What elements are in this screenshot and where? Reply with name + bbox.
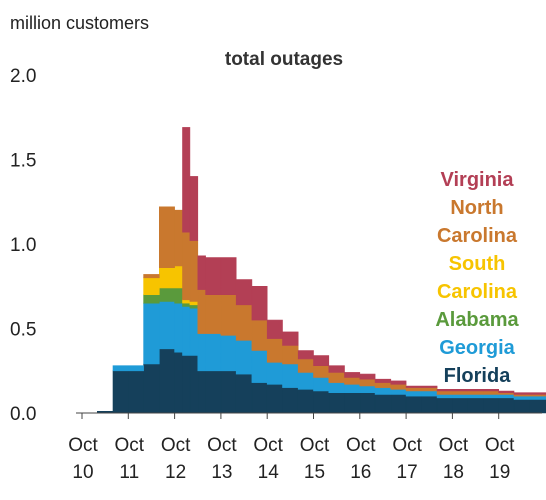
legend: Virginia North Carolina South Carolina Alabam… — [435, 169, 519, 387]
x-tick-label: Oct 11 — [115, 435, 145, 483]
x-tick-label: Oct 13 — [207, 435, 237, 483]
legend-entry-florida: Florida — [444, 365, 512, 387]
legend-entry-georgia: Georgia — [439, 337, 515, 359]
y-tick-label: 0.0 — [10, 404, 36, 425]
y-tick-label: 1.5 — [10, 151, 36, 172]
legend-entry-virginia: Virginia — [441, 169, 515, 191]
series-area-virginia — [182, 127, 546, 395]
x-tick-label: Oct 15 — [300, 435, 330, 483]
x-tick-label: Oct 12 — [161, 435, 191, 483]
stacked-areas — [97, 127, 546, 414]
y-tick-label: 0.5 — [10, 320, 36, 341]
x-tick-label: Oct 18 — [439, 435, 469, 483]
x-tick-label: Oct 17 — [392, 435, 422, 483]
x-tick-label: Oct 19 — [485, 435, 515, 483]
y-unit-label: million customers — [10, 13, 149, 33]
y-tick-label: 1.0 — [10, 235, 36, 256]
legend-entry-north-carolina: North Carolina — [437, 197, 518, 247]
x-tick-label: Oct 10 — [68, 435, 98, 483]
legend-entry-south-carolina: South Carolina — [437, 253, 518, 303]
y-axis: 0.0 0.5 1.0 1.5 2.0 — [10, 66, 36, 425]
x-tick-label: Oct 14 — [253, 435, 283, 483]
series-area-georgia — [112, 301, 546, 400]
x-axis: Oct 10 Oct 11 Oct 12 Oct 13 Oct 14 Oct 15 Oct 16 Oct 17… — [68, 412, 542, 483]
y-tick-label: 2.0 — [10, 66, 36, 87]
x-tick-label: Oct 16 — [346, 435, 376, 483]
chart-title: total outages — [225, 49, 343, 70]
legend-entry-alabama: Alabama — [435, 309, 519, 331]
